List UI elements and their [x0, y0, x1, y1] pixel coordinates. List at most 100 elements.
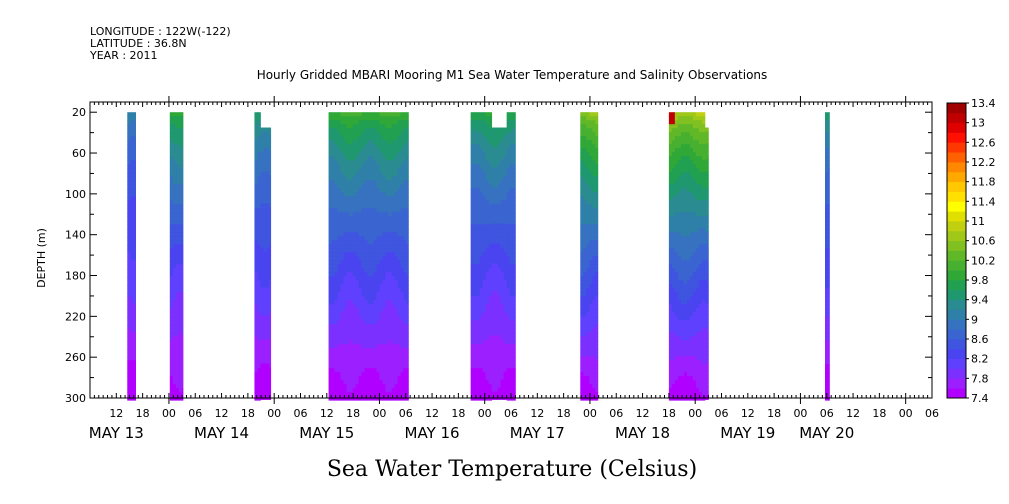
- heat-cell: [512, 336, 516, 341]
- heat-cell: [352, 328, 356, 333]
- heat-cell: [394, 260, 398, 265]
- heat-cell: [358, 116, 362, 121]
- heat-cell: [130, 192, 134, 197]
- heat-cell: [337, 280, 341, 285]
- heat-cell: [340, 316, 344, 321]
- heat-cell: [257, 208, 261, 213]
- heat-cell: [130, 304, 134, 309]
- heat-cell: [394, 140, 398, 145]
- heat-cell: [403, 192, 407, 197]
- heat-cell: [391, 228, 395, 233]
- heat-cell: [263, 267, 267, 272]
- heat-cell: [364, 148, 368, 153]
- heat-cell: [583, 140, 587, 145]
- heat-cell: [343, 192, 347, 197]
- heat-cell: [470, 148, 475, 153]
- heat-cell: [512, 184, 516, 189]
- heat-cell: [595, 184, 599, 189]
- heat-cell: [595, 208, 599, 213]
- heat-cell: [358, 268, 362, 273]
- heat-cell: [376, 120, 380, 125]
- heat-cell: [668, 240, 673, 245]
- heat-cell: [668, 280, 673, 285]
- heat-cell: [340, 208, 344, 213]
- heat-cell: [683, 252, 688, 257]
- heat-cell: [178, 368, 183, 373]
- heat-cell: [482, 240, 487, 245]
- heat-cell: [506, 116, 511, 121]
- heat-cell: [263, 379, 267, 384]
- heat-cell: [485, 128, 490, 133]
- heat-cell: [509, 372, 514, 377]
- heat-cell: [491, 303, 496, 308]
- heat-cell: [349, 164, 353, 169]
- heat-cell: [592, 304, 596, 309]
- heat-cell: [580, 372, 584, 377]
- heat-cell: [397, 344, 401, 349]
- heat-cell: [668, 168, 673, 173]
- heat-cell: [133, 252, 137, 257]
- heat-cell: [181, 364, 184, 369]
- heat-cell: [470, 340, 475, 345]
- heat-cell: [334, 116, 338, 121]
- heat-cell: [586, 292, 590, 297]
- heat-cell: [580, 164, 584, 169]
- heat-cell: [364, 264, 368, 269]
- heat-cell: [358, 140, 362, 145]
- heat-cell: [260, 287, 264, 292]
- heat-cell: [355, 252, 359, 257]
- heat-cell: [671, 376, 676, 381]
- heat-cell: [680, 272, 685, 277]
- heat-cell: [331, 324, 335, 329]
- heat-cell: [178, 284, 183, 289]
- heat-cell: [355, 300, 359, 305]
- heat-cell: [671, 136, 676, 141]
- heat-cell: [254, 220, 258, 225]
- heat-cell: [485, 148, 490, 153]
- heat-cell: [400, 116, 404, 121]
- heat-cell: [331, 268, 335, 273]
- heat-cell: [403, 164, 407, 169]
- heat-cell: [580, 276, 584, 281]
- heat-cell: [686, 300, 691, 305]
- heat-cell: [382, 120, 386, 125]
- heat-cell: [476, 156, 481, 161]
- heat-cell: [583, 276, 587, 281]
- heat-cell: [388, 336, 392, 341]
- heat-cell: [254, 120, 258, 125]
- heat-cell: [512, 332, 516, 337]
- heat-cell: [394, 192, 398, 197]
- heat-cell: [397, 352, 401, 357]
- heat-cell: [488, 288, 493, 293]
- heat-cell: [178, 120, 183, 125]
- heat-cell: [476, 116, 481, 121]
- heat-cell: [130, 144, 134, 149]
- heat-cell: [494, 151, 499, 156]
- heat-cell: [671, 324, 676, 329]
- heat-cell: [473, 288, 478, 293]
- heat-cell: [266, 295, 270, 300]
- heat-cell: [172, 344, 177, 349]
- heat-cell: [497, 319, 502, 324]
- heat-cell: [671, 360, 676, 365]
- heat-cell: [394, 308, 398, 313]
- heat-cell: [373, 140, 377, 145]
- heat-cell: [482, 332, 487, 337]
- heat-cell: [331, 388, 335, 393]
- heat-cell: [367, 172, 371, 177]
- heat-cell: [260, 331, 264, 336]
- heat-cell: [479, 384, 484, 389]
- heat-cell: [503, 219, 508, 224]
- heat-cell: [400, 192, 404, 197]
- heat-cell: [260, 379, 264, 384]
- heat-cell: [169, 284, 174, 289]
- heat-cell: [595, 336, 599, 341]
- heat-cell: [269, 279, 272, 284]
- heat-cell: [263, 343, 267, 348]
- heat-cell: [169, 336, 174, 341]
- heat-cell: [476, 148, 481, 153]
- heat-cell: [373, 324, 377, 329]
- heat-cell: [169, 376, 174, 381]
- heat-cell: [595, 284, 599, 289]
- heat-cell: [370, 320, 374, 325]
